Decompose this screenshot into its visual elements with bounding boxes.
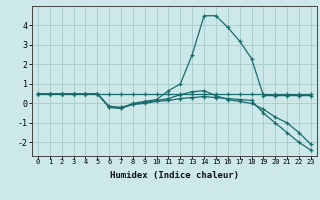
X-axis label: Humidex (Indice chaleur): Humidex (Indice chaleur) bbox=[110, 171, 239, 180]
